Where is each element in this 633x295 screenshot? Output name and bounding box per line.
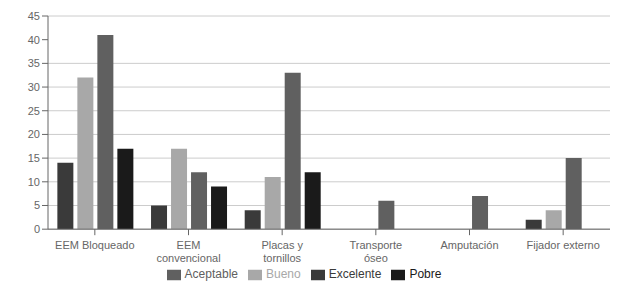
svg-text:Placas ytornillos: Placas ytornillos: [261, 239, 303, 264]
html-text:Bueno: Bueno: [266, 267, 301, 282]
svg-text:20: 20: [28, 128, 40, 140]
svg-text:15: 15: [28, 152, 40, 164]
html-text:Pobre: Pobre: [409, 267, 442, 282]
svg-text:Transporteóseo: Transporteóseo: [349, 239, 402, 264]
svg-text:40: 40: [28, 34, 40, 46]
svg-text:10: 10: [28, 176, 40, 188]
html-text:Excelente: Excelente: [328, 267, 382, 282]
html-text:Aceptable: Aceptable: [184, 267, 238, 282]
svg-text:5: 5: [34, 199, 40, 211]
svg-text:EEM Bloqueado: EEM Bloqueado: [55, 239, 135, 251]
svg-text:Amputación: Amputación: [440, 239, 498, 251]
svg-text:45: 45: [28, 10, 40, 22]
svg-text:30: 30: [28, 81, 40, 93]
svg-text:25: 25: [28, 105, 40, 117]
svg-text:0: 0: [34, 223, 40, 235]
svg-text:Fijador externo: Fijador externo: [526, 239, 599, 251]
svg-text:35: 35: [28, 57, 40, 69]
svg-text:EEMconvencional: EEMconvencional: [156, 239, 220, 264]
